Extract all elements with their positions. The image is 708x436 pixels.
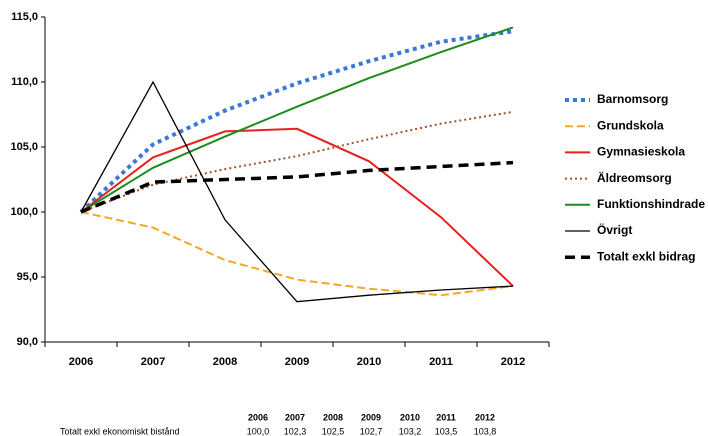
row-label: Totalt exkl ekonomiskt bistånd <box>60 426 180 436</box>
x-tick-label: 2011 <box>429 356 453 368</box>
table-cell: 103,8 <box>474 426 497 436</box>
legend-label: Funktionshindrade <box>597 197 705 211</box>
table-header: 2006 <box>248 412 268 422</box>
x-tick-label: 2009 <box>285 356 309 368</box>
table-cell: 102,7 <box>360 426 383 436</box>
legend-label: Äldreomsorg <box>597 170 672 185</box>
legend-label: Övrigt <box>597 222 632 237</box>
legend-label: Barnomsorg <box>597 92 668 106</box>
series-line <box>80 127 514 287</box>
x-tick-label: 2006 <box>69 356 93 368</box>
x-tick-label: 2007 <box>141 356 165 368</box>
legend-label: Gymnasieskola <box>597 145 685 159</box>
y-tick-label: 100,0 <box>10 206 38 218</box>
series-line <box>80 80 514 303</box>
y-tick-label: 105,0 <box>10 141 38 153</box>
table-header: 2008 <box>323 412 343 422</box>
y-tick-label: 110,0 <box>11 76 38 88</box>
table-cell: 102,5 <box>322 426 345 436</box>
table-header: 2007 <box>285 412 305 422</box>
y-tick-label: 115,0 <box>11 11 38 23</box>
table-header: 2010 <box>400 412 420 422</box>
series-line <box>79 29 514 214</box>
legend-label: Grundskola <box>597 118 664 132</box>
table-cell: 100,0 <box>247 426 270 436</box>
x-tick-label: 2012 <box>501 356 525 368</box>
series-line <box>80 160 514 214</box>
y-tick-label: 90,0 <box>17 336 38 348</box>
table-cell: 103,2 <box>399 426 422 436</box>
table-cell: 103,5 <box>435 426 458 436</box>
series-line <box>80 26 514 213</box>
table-cell: 102,3 <box>284 426 307 436</box>
table-header: 2012 <box>475 412 495 422</box>
y-tick-label: 95,0 <box>17 271 38 283</box>
table-header: 2009 <box>361 412 381 422</box>
legend-label: Totalt exkl bidrag <box>597 249 695 263</box>
x-tick-label: 2008 <box>213 356 237 368</box>
series-line <box>80 211 514 297</box>
table-header: 2011 <box>436 412 456 422</box>
series-line <box>80 110 514 213</box>
x-tick-label: 2010 <box>357 356 381 368</box>
